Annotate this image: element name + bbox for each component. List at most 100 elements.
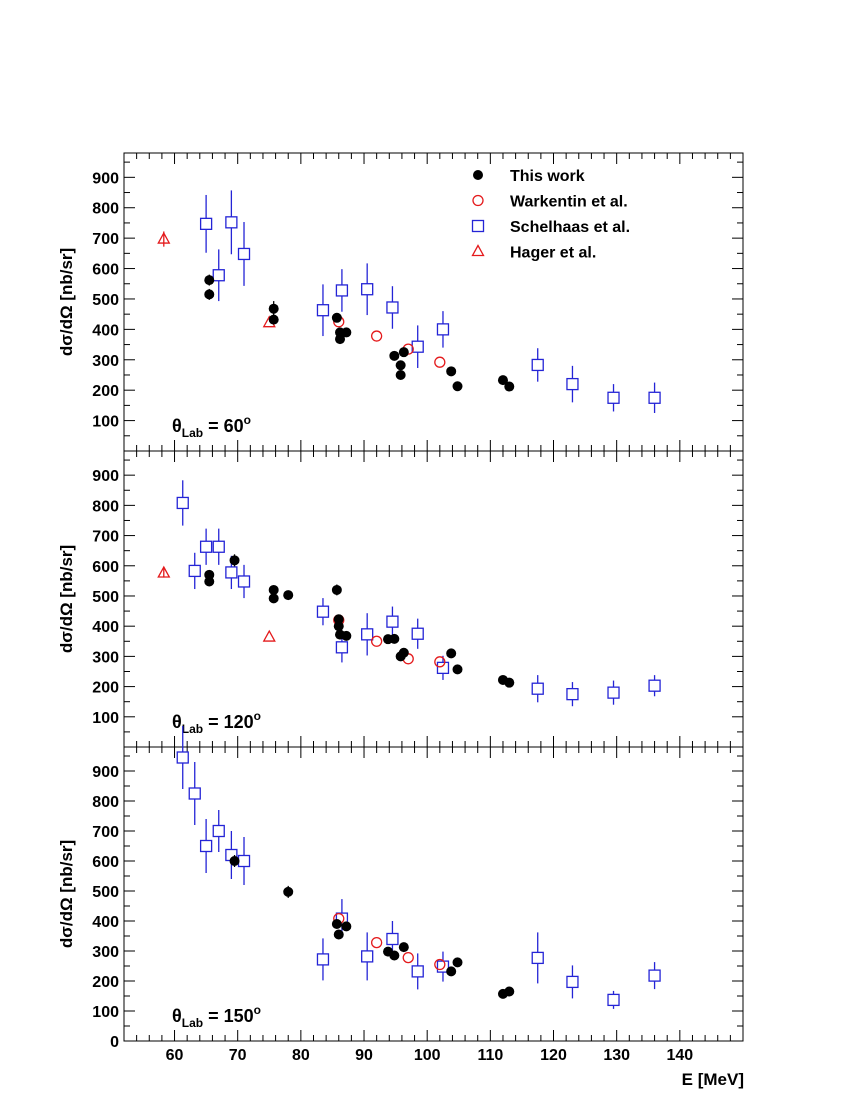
data-point-schelhaas [188,787,201,800]
angle-value: = 120 [203,712,254,732]
panel-2: 100 200 300 400 500 600 700 800 900 dσ/dΩ [nb/sr]… [57,450,744,748]
data-point-schelhaas [386,301,399,314]
y-tick-label: 300 [92,649,119,666]
data-point-hager [157,231,171,244]
angle-subscript: Lab [182,426,203,440]
y-tick-label: 800 [92,201,119,218]
y-tick-label: 400 [92,914,119,931]
data-point-this_work [446,648,457,659]
data-point-schelhaas [566,975,579,989]
data-point-warkentin [371,936,383,949]
data-point-schelhaas [212,540,225,553]
data-point-this_work [333,614,344,625]
data-point-schelhaas [436,661,450,675]
y-axis-title: dσ/dΩ [nb/sr] [57,248,76,356]
angle-symbol: θ [172,416,182,436]
data-point-hager [157,565,171,578]
data-point-this_work [504,677,515,688]
y-tick-label: 200 [92,383,119,400]
y-tick-label: 800 [92,794,119,811]
data-point-schelhaas [225,216,238,229]
series-warkentin [333,912,446,971]
data-point-this_work [398,647,409,658]
legend-label-schelhaas: Schelhaas et al. [510,219,630,236]
data-point-schelhaas [436,323,450,336]
data-point-this_work [389,633,400,644]
angle-superscript: o [244,413,251,427]
x-tick-label: 140 [666,1047,693,1064]
data-point-this_work [504,381,515,392]
data-point-schelhaas [361,283,374,296]
y-tick-label: 300 [92,944,119,961]
angle-superscript: o [254,1003,261,1017]
angle-subscript: Lab [182,1016,203,1030]
data-point-this_work [395,369,406,380]
data-point-schelhaas [335,284,349,297]
y-tick-label: 500 [92,884,119,901]
angle-symbol: θ [172,712,182,732]
data-point-this_work [504,986,515,997]
data-point-this_work [331,312,342,323]
data-point-this_work [283,886,294,897]
y-tick-label: 900 [92,764,119,781]
series-this_work [204,554,515,688]
data-point-schelhaas [316,605,330,618]
data-point-this_work [229,555,240,566]
data-point-schelhaas [237,247,251,261]
y-tick-label: 500 [92,292,119,309]
x-tick-label: 130 [603,1047,630,1064]
series-schelhaas [199,190,661,413]
legend-marker-hager [471,244,485,257]
y-tick-label: 600 [92,854,119,871]
data-point-this_work [395,360,406,371]
data-point-this_work [341,630,352,641]
legend-marker-this_work [473,170,483,180]
data-point-schelhaas [566,377,579,391]
data-point-this_work [268,593,279,604]
x-tick-label: 120 [540,1047,567,1064]
y-axis-title: dσ/dΩ [nb/sr] [57,840,76,948]
data-point-schelhaas [411,340,424,353]
x-tick-label: 60 [166,1047,184,1064]
data-point-schelhaas [212,824,225,838]
data-point-this_work [398,347,409,358]
data-point-schelhaas [212,269,225,282]
y-tick-label: 700 [92,231,119,248]
data-point-this_work [204,275,215,286]
data-point-warkentin [434,356,446,368]
data-point-schelhaas [199,217,213,231]
data-point-this_work [452,381,463,392]
data-point-this_work [389,950,400,961]
y-tick-label: 700 [92,824,119,841]
data-point-this_work [389,350,400,361]
data-point-schelhaas [176,751,189,764]
data-point-this_work [283,590,294,601]
data-point-warkentin [434,656,446,668]
data-point-warkentin [371,635,383,647]
data-point-schelhaas [335,641,349,654]
angle-symbol: θ [172,1006,182,1026]
legend: This work Warkentin et al. Schelhaas et al… [471,168,630,262]
panel-angle-label: θLab = 150o [172,1003,261,1030]
angle-value: = 150 [203,1006,254,1026]
data-point-this_work [268,314,279,325]
data-point-schelhaas [316,304,330,317]
x-axis-title: E [MeV] [682,1070,744,1089]
data-point-warkentin [371,330,383,342]
panel-frame [123,450,744,748]
data-point-schelhaas [188,564,201,578]
data-point-schelhaas [237,854,251,868]
panel-3: 0 100 200 300 400 500 600 700 800 900 dσ/dΩ [nb/sr… [57,726,744,1051]
data-point-this_work [331,584,342,595]
y-tick-label: 200 [92,680,119,697]
y-tick-label: 600 [92,559,119,576]
x-tick-label: 80 [292,1047,310,1064]
y-tick-label: 600 [92,262,119,279]
y-tick-label: 0 [110,1034,119,1051]
data-point-schelhaas [225,566,238,579]
angle-subscript: Lab [182,722,203,736]
data-point-schelhaas [411,965,424,978]
y-tick-label: 900 [92,468,119,485]
data-point-schelhaas [648,969,661,982]
